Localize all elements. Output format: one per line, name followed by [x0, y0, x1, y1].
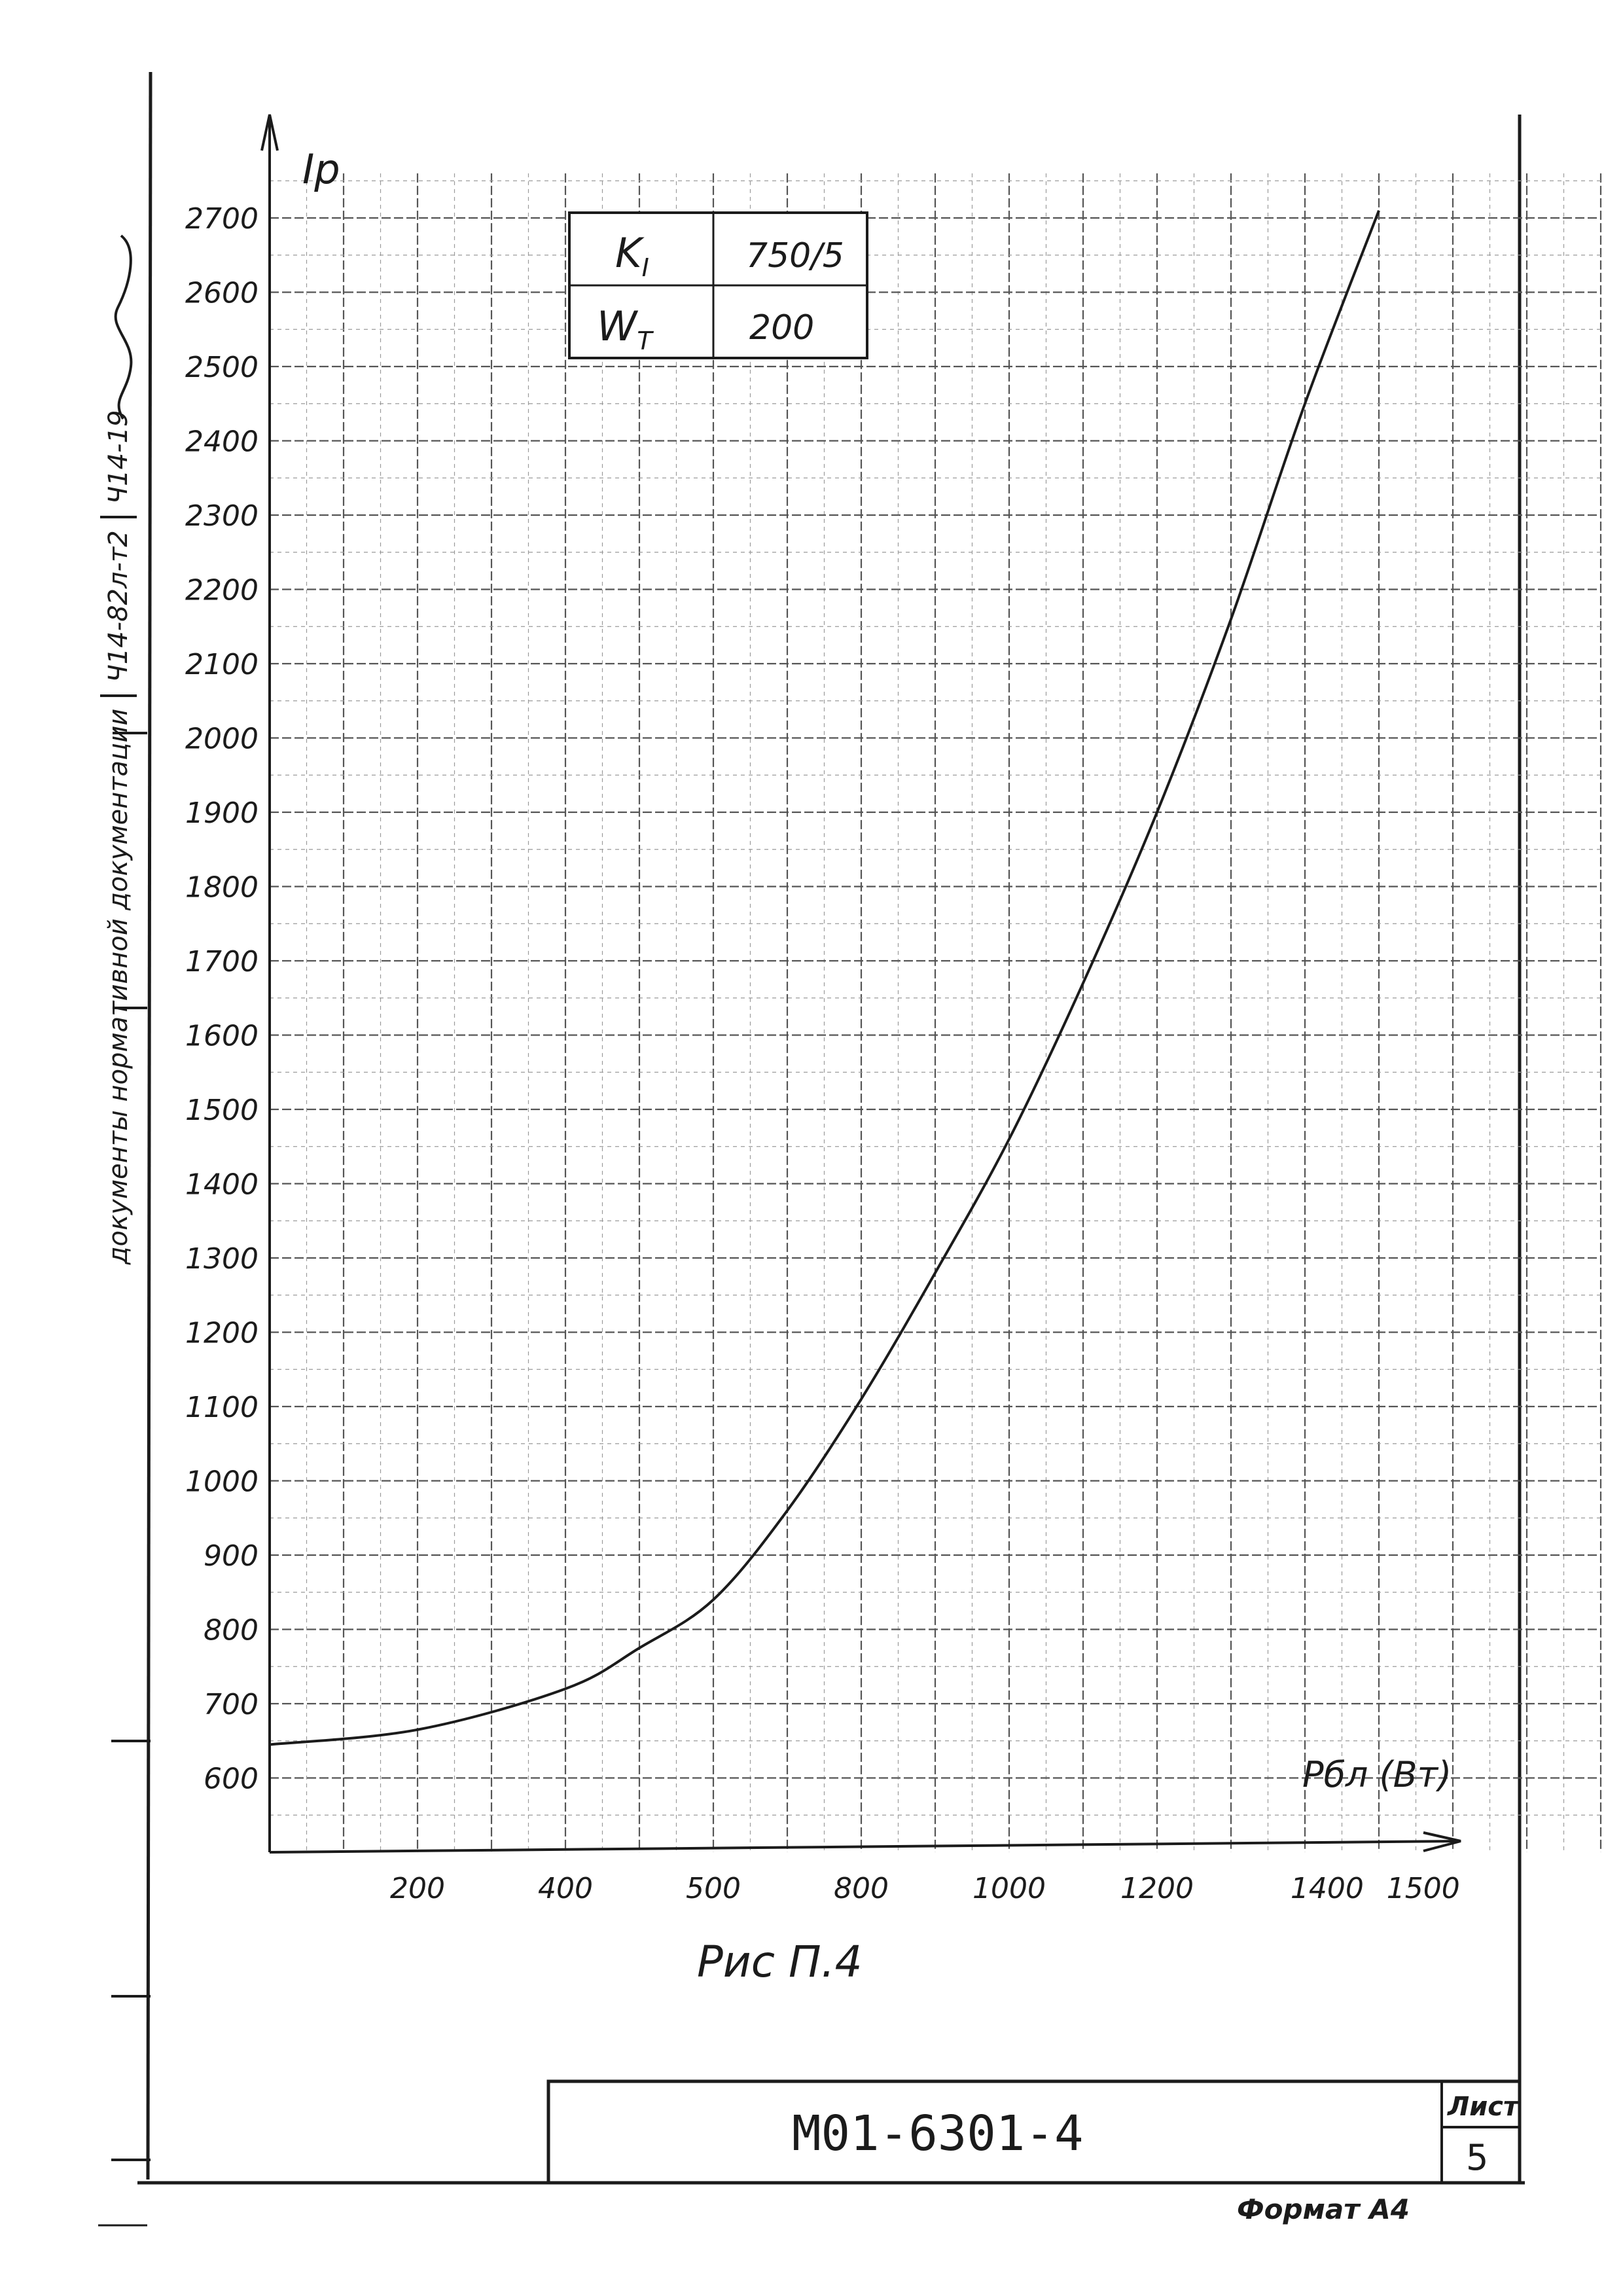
- side-stamp-code-2: Ч14-19: [103, 410, 134, 505]
- y-tick-label: 2700: [185, 202, 259, 236]
- title-block: [546, 2079, 1522, 2185]
- figure-caption: Рис П.4: [697, 1937, 863, 1987]
- x-tick-label: 1000: [972, 1872, 1046, 1905]
- y-tick-label: 1000: [185, 1465, 259, 1499]
- side-stamp-text: документы нормативной документации: [103, 708, 134, 1265]
- y-tick-label: 1400: [185, 1168, 259, 1202]
- x-tick-label: 1400: [1291, 1872, 1364, 1905]
- parameters-table: KI 750/5 WT 200: [568, 211, 868, 359]
- param-ki-value: 750/5: [746, 236, 844, 276]
- param-ki-symbol: KI: [615, 229, 649, 282]
- x-tick-labels: 200 400 500 800 1000 1200 1400 1500: [390, 1872, 1460, 1905]
- x-axis: [269, 1840, 1460, 1854]
- y-tick-label: 2500: [185, 351, 259, 384]
- y-axis-label: Ip: [302, 145, 340, 193]
- x-tick-label: 200: [390, 1872, 445, 1905]
- y-tick-label: 1900: [185, 797, 259, 830]
- param-wt-value: 200: [749, 308, 814, 348]
- x-tick-label: 500: [686, 1872, 741, 1905]
- y-tick-label: 900: [204, 1539, 259, 1573]
- side-stamp-separator: [100, 516, 137, 519]
- y-tick-label: 1500: [185, 1094, 259, 1127]
- y-tick-label: 2200: [185, 574, 259, 607]
- x-axis-arrow: [1423, 1831, 1461, 1852]
- x-tick-label: 400: [538, 1872, 593, 1905]
- x-tick-label: 1200: [1120, 1872, 1194, 1905]
- chart-axes: [260, 114, 1461, 1854]
- sheet-label: Лист: [1447, 2092, 1520, 2122]
- y-tick-label: 600: [204, 1763, 259, 1796]
- x-tick-label: 1500: [1387, 1872, 1460, 1905]
- y-tick-label: 2000: [185, 723, 259, 756]
- y-tick-label: 2100: [185, 648, 259, 681]
- y-tick-label: 1100: [185, 1391, 259, 1424]
- signature-mark: [114, 234, 133, 420]
- sheet-number: 5: [1466, 2137, 1488, 2178]
- y-tick-label: 2300: [185, 499, 259, 533]
- y-tick-label: 1300: [185, 1242, 259, 1276]
- y-tick-label: 1800: [185, 871, 259, 905]
- y-tick-label: 1600: [185, 1020, 259, 1053]
- y-tick-label: 1700: [185, 945, 259, 978]
- format-label: Формат А4: [1237, 2193, 1410, 2225]
- y-tick-labels: 600 700 800 900 1000 1100 1200 1300 1400 1500 1600…: [185, 202, 259, 1796]
- side-stamp-code-1: Ч14-82л-т2: [103, 530, 134, 683]
- x-tick-label: 800: [834, 1872, 889, 1905]
- chart-grid: [270, 173, 1602, 1852]
- series-line: [269, 209, 1380, 1746]
- y-axis-arrow: [260, 114, 279, 151]
- y-tick-label: 2600: [185, 277, 259, 310]
- param-wt-symbol: WT: [597, 302, 654, 355]
- x-axis-label: Pбл (Вт): [1302, 1754, 1452, 1795]
- y-tick-label: 1200: [185, 1317, 259, 1350]
- y-tick-label: 2400: [185, 425, 259, 459]
- y-tick-label: 700: [204, 1688, 259, 1721]
- side-stamp: документы нормативной документации Ч14-8…: [97, 164, 140, 1276]
- document-number: М01-6301-4: [792, 2106, 1084, 2162]
- y-tick-label: 800: [204, 1614, 259, 1647]
- side-stamp-separator: [100, 694, 137, 697]
